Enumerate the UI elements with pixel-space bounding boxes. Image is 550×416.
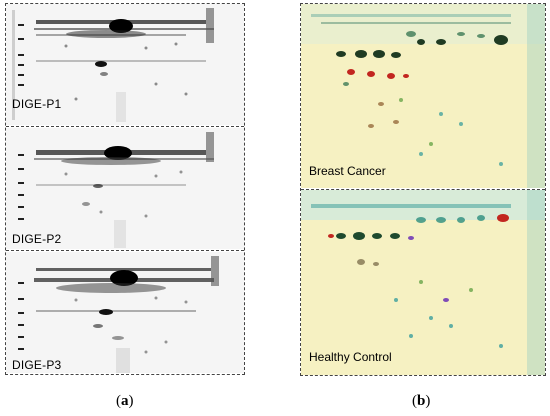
panel-a: DIGE-P1 DIGE-P2 [5, 3, 245, 375]
gel-label-dige-p3: DIGE-P3 [12, 358, 62, 372]
gel-label-dige-p1: DIGE-P1 [12, 97, 62, 111]
gel-image-dige-p3: DIGE-P3 [6, 252, 244, 373]
caption-b-close: ) [425, 393, 431, 409]
panel-b: Breast Cancer [300, 3, 546, 376]
caption-a-close: ) [128, 393, 134, 409]
gel-image-dige-p1: DIGE-P1 [6, 4, 244, 125]
caption-a: (a) [116, 393, 134, 410]
gel-label-healthy-control: Healthy Control [309, 350, 392, 364]
gel-separator [6, 126, 244, 127]
gel-separator [6, 250, 244, 251]
caption-b: (b) [412, 393, 430, 410]
gel-image-breast-cancer: Breast Cancer [301, 4, 545, 188]
gel-label-dige-p2: DIGE-P2 [12, 232, 62, 246]
caption-b-open: ( [412, 393, 417, 409]
gel-separator [301, 189, 545, 190]
gel-image-dige-p2: DIGE-P2 [6, 128, 244, 249]
caption-a-open: ( [116, 393, 121, 409]
caption-b-letter: b [417, 393, 426, 409]
caption-a-letter: a [121, 393, 129, 409]
gel-label-breast-cancer: Breast Cancer [309, 164, 386, 178]
gel-image-healthy-control: Healthy Control [301, 190, 545, 375]
